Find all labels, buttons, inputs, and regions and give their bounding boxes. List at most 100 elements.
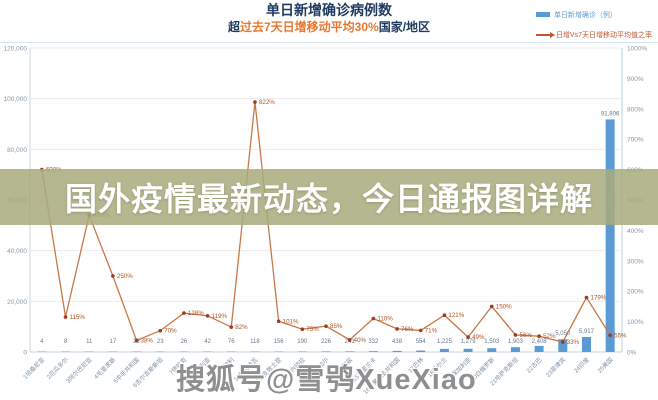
bar-series-swatch-icon: [535, 12, 550, 17]
line-point-marker: [158, 328, 163, 333]
bar: [558, 339, 568, 352]
category-label: 2厄瓜多尔: [45, 356, 70, 381]
line-point-label: 250%: [117, 273, 133, 280]
subtitle-suffix: 国家/地区: [378, 20, 431, 34]
line-point-label: 121%: [448, 312, 464, 319]
bar: [439, 348, 449, 352]
line-point-marker: [395, 327, 399, 331]
line-point-marker: [537, 334, 541, 338]
bar: [581, 337, 591, 352]
line-point-label: 119%: [212, 313, 228, 320]
bar-value-label: 11: [86, 339, 93, 345]
right-axis-tick-label: 800%: [627, 106, 644, 113]
left-axis-tick-label: 20,000: [7, 299, 27, 306]
bar-value-label: 554: [416, 339, 427, 345]
bar-value-label: 91,806: [601, 111, 620, 117]
category-label: 23菲律宾: [544, 356, 567, 379]
bar-value-label: 438: [392, 339, 403, 345]
line-point-marker: [584, 295, 589, 300]
line-point-label: 115%: [70, 314, 86, 321]
line-point-label: 179%: [590, 295, 606, 302]
line-point-label: 70%: [164, 328, 177, 335]
bar-value-label: 4: [40, 339, 44, 345]
bar-value-label: 5,917: [579, 329, 595, 335]
bar-value-label: 1,225: [437, 339, 453, 345]
category-label: 1坦桑尼亚: [21, 356, 46, 381]
legend: 单日新增确诊（例） 日增Vs7天日增移动平均值之率: [535, 9, 652, 49]
line-point-marker: [513, 333, 518, 337]
category-label: 4毛里求斯: [92, 356, 117, 381]
line-point-label: 55%: [614, 332, 627, 339]
right-axis-tick-label: 0%: [627, 350, 637, 357]
line-point-marker: [111, 274, 115, 278]
line-point-label: 40%: [354, 337, 367, 344]
bar-value-label: 241: [345, 339, 356, 345]
right-axis-tick-label: 700%: [627, 137, 644, 144]
legend-bar-label: 单日新增确诊（例）: [553, 11, 617, 19]
bar: [487, 348, 497, 352]
bar-value-label: 42: [204, 339, 211, 345]
line-point-marker: [608, 333, 612, 338]
bar: [392, 350, 402, 352]
bar-value-label: 2,408: [532, 339, 548, 345]
line-point-label: 76%: [401, 326, 414, 333]
line-point-marker: [347, 338, 352, 342]
bar-value-label: 23: [157, 339, 164, 345]
bar-value-label: 156: [274, 339, 285, 345]
headline-overlay-banner: 国外疫情最新动态，今日通报图详解: [0, 169, 658, 225]
watermark: 搜狐号@雪鸮XueXiao: [176, 364, 477, 396]
bar: [416, 350, 426, 352]
line-point-marker: [324, 324, 328, 328]
category-label: 24印度: [572, 356, 591, 375]
left-axis-tick-label: 100,000: [4, 96, 28, 103]
bar-value-label: 226: [321, 339, 332, 345]
line-point-marker: [253, 100, 257, 104]
line-point-marker: [182, 311, 186, 315]
line-point-marker: [229, 325, 234, 329]
chart-title: 单日新增确诊病例数: [266, 2, 392, 18]
category-label: 22古巴: [525, 356, 544, 375]
line-point-marker: [134, 338, 139, 343]
bar-value-label: 1,279: [461, 339, 477, 345]
subtitle-prefix: 超: [227, 20, 240, 34]
right-axis-tick-label: 100%: [627, 319, 644, 326]
line-point-label: 85%: [330, 323, 343, 330]
bar-value-label: 1,903: [508, 339, 524, 345]
line-point-marker: [489, 304, 494, 309]
bar-value-label: 8: [64, 339, 68, 345]
line-point-marker: [371, 316, 376, 321]
right-axis-tick-label: 400%: [627, 228, 644, 235]
line-point-marker: [418, 328, 423, 333]
header-divider: [0, 42, 658, 43]
line-point-marker: [205, 314, 210, 318]
bar: [463, 348, 473, 352]
line-point-label: 110%: [377, 316, 393, 323]
line-point-label: 150%: [496, 303, 512, 310]
bar-value-label: 1,503: [484, 339, 500, 345]
line-point-label: 101%: [283, 318, 299, 325]
line-point-marker: [442, 313, 447, 318]
category-label: 3阿尔巴尼亚: [64, 356, 93, 385]
chart-subtitle: 超过去7天日增移动平均30%国家/地区: [0, 19, 658, 36]
bar: [321, 351, 331, 352]
line-point-marker: [561, 340, 565, 344]
bar-value-label: 332: [368, 339, 379, 345]
bar: [510, 347, 520, 352]
bar-value-label: 190: [297, 339, 308, 345]
line-point-label: 71%: [425, 327, 438, 334]
legend-line-label: 日增Vs7天日增移动平均值之率: [555, 31, 652, 39]
left-axis-tick-label: 120,000: [4, 46, 28, 53]
left-axis-tick-label: 40,000: [7, 248, 27, 255]
bar-value-label: 17: [110, 339, 117, 345]
chart-header: 单日新增确诊病例数 超过去7天日增移动平均30%国家/地区: [0, 1, 658, 36]
bar: [368, 351, 378, 352]
bar-value-label: 5,050: [555, 331, 571, 337]
line-point-marker: [276, 319, 281, 324]
bar-value-label: 26: [181, 339, 188, 345]
line-point-label: 75%: [306, 326, 319, 333]
line-point-label: 33%: [567, 339, 580, 346]
line-point-label: 128%: [188, 310, 204, 317]
line-point-marker: [63, 315, 68, 319]
right-axis-tick-label: 900%: [627, 76, 644, 83]
